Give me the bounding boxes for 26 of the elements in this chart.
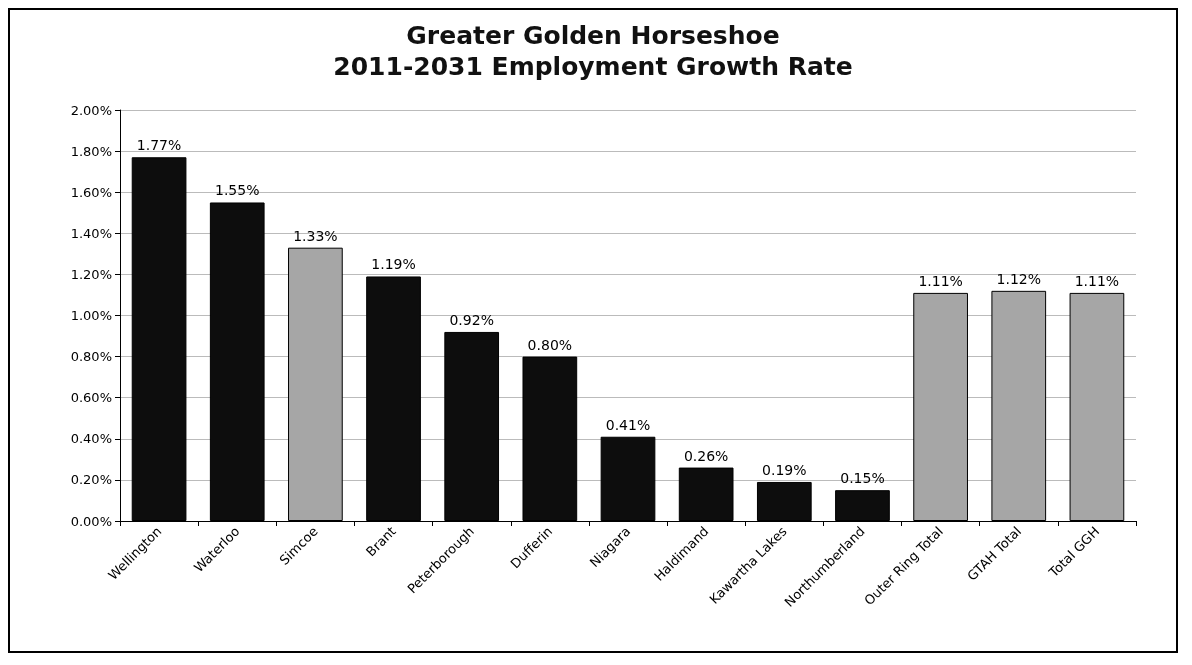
data-label: 0.92% (449, 311, 494, 328)
data-label: 1.19% (371, 256, 416, 273)
data-label: 1.33% (293, 227, 338, 244)
data-label: 0.41% (605, 416, 651, 433)
data-label: 1.11% (1074, 272, 1120, 289)
data-label: 0.80% (527, 336, 573, 353)
y-tick-label: 1.20% (70, 266, 112, 282)
data-label: 1.12% (996, 270, 1042, 287)
chart-subtitle: 2011-2031 Employment Growth Rate (333, 52, 853, 81)
y-tick-label: 0.60% (70, 390, 112, 406)
y-tick-label: 1.80% (70, 143, 112, 159)
data-label: 1.77% (136, 137, 182, 154)
y-tick-label: 0.80% (70, 349, 112, 365)
y-tick-label: 0.20% (70, 472, 112, 488)
data-label: 1.55% (214, 182, 260, 199)
data-label: 0.26% (683, 447, 729, 464)
y-tick-label: 0.40% (70, 431, 112, 447)
data-label: 0.19% (762, 461, 807, 478)
data-label: 1.11% (918, 272, 963, 289)
y-tick-label: 2.00% (70, 102, 112, 118)
y-tick-label: 1.60% (70, 184, 112, 200)
data-label: 0.15% (840, 470, 885, 487)
y-tick-label: 0.00% (70, 513, 112, 529)
chart-title: Greater Golden Horseshoe (406, 21, 780, 50)
y-tick-label: 1.40% (70, 225, 112, 241)
y-tick-label: 1.00% (70, 308, 112, 323)
